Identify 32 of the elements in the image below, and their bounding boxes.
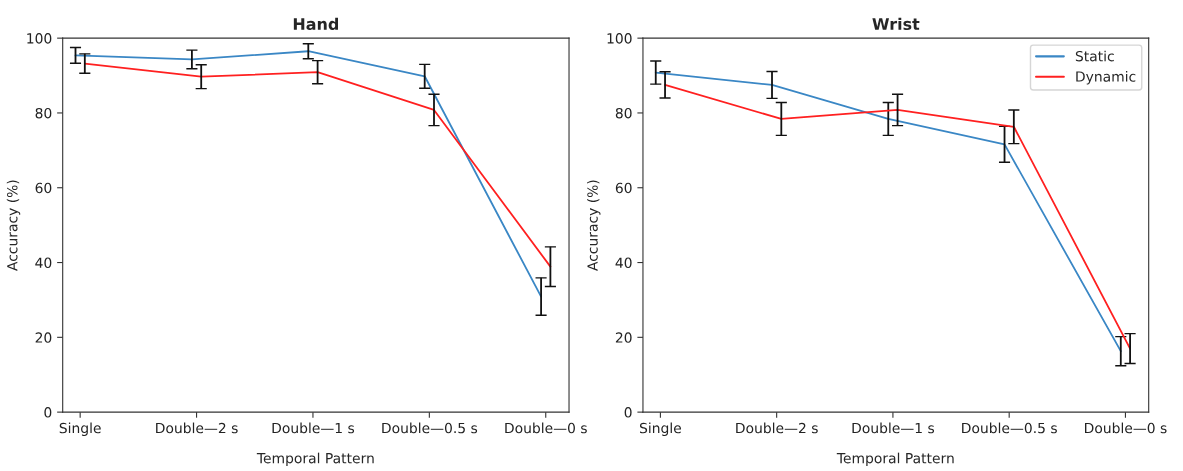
y-tick-label: 80 — [35, 107, 52, 119]
x-tick-label: Double—0 s — [1085, 422, 1167, 434]
y-tick-label: 60 — [35, 182, 52, 194]
y-tick-label: 0 — [44, 407, 52, 418]
y-tick-label: 20 — [615, 332, 632, 343]
line-series — [74, 50, 542, 298]
x-tick-label: Double—2 s — [736, 422, 818, 434]
y-tick-label: 100 — [27, 33, 52, 44]
y-axis-title: Accuracy (%) — [6, 180, 21, 271]
y-tick-label: 60 — [615, 182, 632, 194]
y-tick-label: 40 — [615, 257, 632, 269]
y-axis-title: Accuracy (%) — [587, 180, 601, 271]
y-tick-label: 100 — [607, 33, 632, 44]
x-tick-label: Double—0.5 s — [962, 422, 1057, 434]
x-tick-label: Double—1 s — [272, 422, 355, 434]
x-tick-label: Double—0 s — [505, 422, 587, 434]
line-series — [83, 62, 552, 268]
y-tick-label: 0 — [624, 407, 632, 418]
y-tick-label: 20 — [35, 332, 52, 343]
y-tick-label: 80 — [615, 107, 632, 119]
x-tick-label: Single — [639, 422, 682, 436]
legend-label: Static — [1075, 50, 1114, 62]
legend-label: Dynamic — [1076, 71, 1136, 85]
chart-title: Hand — [293, 17, 338, 31]
x-tick-label: Double—1 s — [852, 422, 935, 434]
x-axis-title: Temporal Pattern — [836, 452, 954, 467]
x-tick-label: Double—0.5 s — [382, 422, 478, 434]
x-tick-label: Double—2 s — [156, 422, 238, 434]
chart-title: Wrist — [872, 17, 920, 31]
x-axis-title: Temporal Pattern — [256, 452, 374, 467]
y-tick-label: 40 — [35, 257, 52, 269]
x-tick-label: Single — [59, 422, 101, 436]
